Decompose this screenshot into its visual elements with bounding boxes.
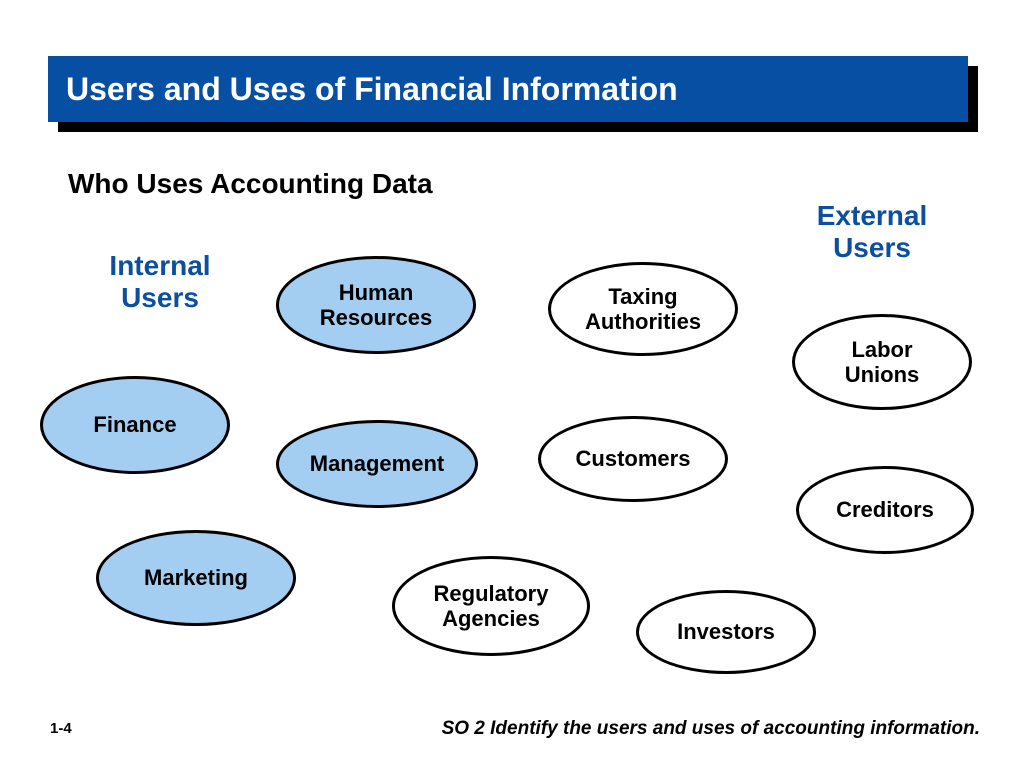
- oval-node: Customers: [538, 416, 728, 502]
- oval-node: Management: [276, 420, 478, 508]
- oval-node: LaborUnions: [792, 314, 972, 410]
- oval-node: RegulatoryAgencies: [392, 556, 590, 656]
- oval-node: HumanResources: [276, 256, 476, 354]
- section-label: InternalUsers: [80, 250, 240, 314]
- title-banner: Users and Uses of Financial Information: [48, 56, 968, 122]
- oval-node: Marketing: [96, 530, 296, 626]
- oval-node: TaxingAuthorities: [548, 262, 738, 356]
- oval-node: Investors: [636, 590, 816, 674]
- oval-node: Finance: [40, 376, 230, 474]
- slide-subtitle: Who Uses Accounting Data: [68, 168, 433, 200]
- section-label: ExternalUsers: [792, 200, 952, 264]
- footer-note: SO 2 Identify the users and uses of acco…: [340, 718, 980, 740]
- slide-title: Users and Uses of Financial Information: [66, 71, 678, 108]
- oval-node: Creditors: [796, 466, 974, 554]
- page-number: 1-4: [50, 720, 72, 737]
